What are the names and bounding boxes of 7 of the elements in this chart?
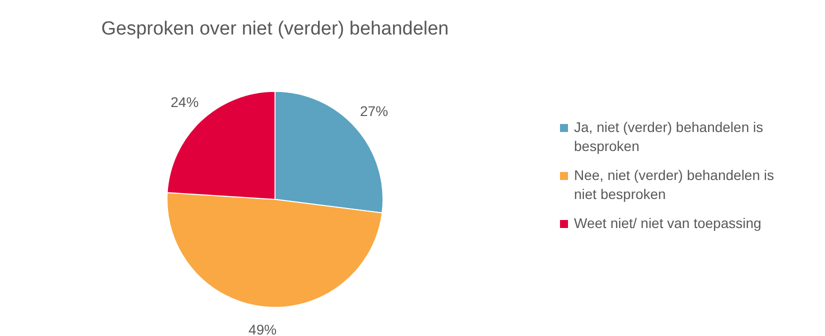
legend-label: Weet niet/ niet van toepassing — [574, 214, 762, 233]
legend-label: Nee, niet (verder) behandelen is niet besproken — [574, 166, 776, 204]
data-label: 24% — [170, 94, 199, 110]
data-label: 27% — [360, 102, 388, 119]
legend-label: Ja, niet (verder) behandelen is besproken — [574, 118, 764, 156]
chart-title: Gesproken over niet (verder) behandelen — [101, 18, 449, 40]
data-label: 49% — [248, 322, 277, 336]
